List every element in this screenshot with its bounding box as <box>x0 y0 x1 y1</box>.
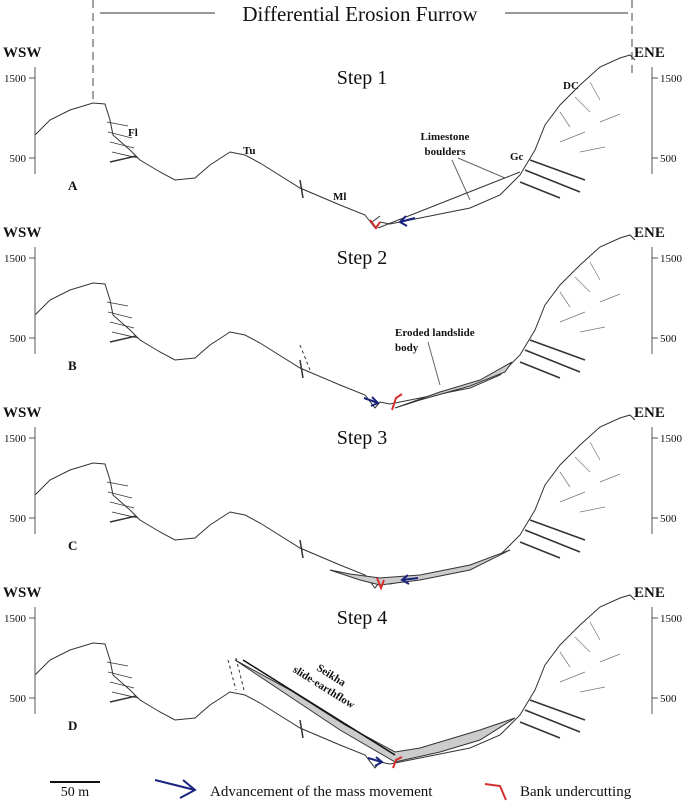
undercut <box>392 756 403 769</box>
side-label: ENE <box>634 45 665 61</box>
panel: WSW ENE Step 1 A 1500 1500 500 500 <box>3 45 683 229</box>
tick-label: 1500 <box>660 613 683 625</box>
panel: WSW ENE Step 2 B 1500 1500 500 500 <box>3 225 683 409</box>
side-label: WSW <box>3 45 41 61</box>
side-label: ENE <box>634 585 665 601</box>
tick-label: 1500 <box>4 253 27 265</box>
profile <box>34 414 636 589</box>
tick-label: 500 <box>660 153 677 165</box>
step-label: Step 3 <box>337 427 388 449</box>
tick-label: 500 <box>660 693 677 705</box>
undercut <box>376 577 385 591</box>
step-label: Step 1 <box>337 67 388 89</box>
note: Eroded landslide <box>395 327 475 339</box>
legend-text: Advancement of the mass movement <box>210 784 433 800</box>
tick-label: 1500 <box>660 433 683 445</box>
title: Differential Erosion Furrow <box>242 2 478 26</box>
step-label: Step 2 <box>337 247 388 269</box>
side-label: ENE <box>634 405 665 421</box>
tick-label: 1500 <box>4 613 27 625</box>
arrow <box>398 215 416 227</box>
leader <box>451 157 506 201</box>
legend-text: Bank undercutting <box>520 784 632 800</box>
scarp <box>242 659 396 756</box>
panel: WSW ENE Step 4 D 1500 1500 500 500 <box>3 585 683 769</box>
panel: WSW ENE Step 3 C 1500 1500 500 500 <box>3 405 683 589</box>
tick-label: 500 <box>660 333 677 345</box>
decoration <box>106 441 621 559</box>
tick-label: 1500 <box>4 433 27 445</box>
side-label: WSW <box>3 405 41 421</box>
panel-letter: B <box>68 358 77 373</box>
undercut <box>369 219 381 230</box>
tick-label: 500 <box>10 153 27 165</box>
landslide <box>394 361 513 409</box>
decoration <box>106 621 621 739</box>
arrow <box>367 756 384 767</box>
scarp <box>299 344 311 371</box>
panels: WSW ENE Step 1 A 1500 1500 500 500 WSW ENE Step 2 B… <box>3 45 683 769</box>
note: Limestone <box>421 131 470 143</box>
note: boulders <box>425 146 467 158</box>
step-label: Step 4 <box>337 607 388 629</box>
tick-label: 500 <box>10 513 27 525</box>
decoration <box>106 261 621 379</box>
legend-text: 50 m <box>61 785 90 800</box>
label: Gc <box>510 151 524 163</box>
tick-label: 500 <box>660 513 677 525</box>
boulders <box>371 171 521 229</box>
tick-label: 1500 <box>4 73 27 85</box>
panel-letter: A <box>68 178 78 193</box>
decoration <box>106 81 621 199</box>
tick-label: 500 <box>10 333 27 345</box>
landslide <box>329 549 511 586</box>
side-label: WSW <box>3 585 41 601</box>
scarp <box>227 657 245 691</box>
undercut <box>391 393 403 411</box>
note: body <box>395 342 419 354</box>
tick-label: 1500 <box>660 73 683 85</box>
panel-letter: C <box>68 538 77 553</box>
label: Ml <box>333 191 346 203</box>
label: Tu <box>243 145 255 157</box>
arrow <box>400 574 419 585</box>
legend-arrow <box>154 779 197 799</box>
tick-label: 1500 <box>660 253 683 265</box>
tick-label: 500 <box>10 693 27 705</box>
profile <box>34 234 636 409</box>
label: DC <box>563 80 579 92</box>
landslide <box>234 659 516 763</box>
arrow <box>363 396 380 407</box>
label: Fl <box>128 127 138 139</box>
side-label: ENE <box>634 225 665 241</box>
legend-undercut <box>484 783 507 801</box>
side-label: WSW <box>3 225 41 241</box>
panel-letter: D <box>68 718 77 733</box>
leader <box>427 341 441 386</box>
